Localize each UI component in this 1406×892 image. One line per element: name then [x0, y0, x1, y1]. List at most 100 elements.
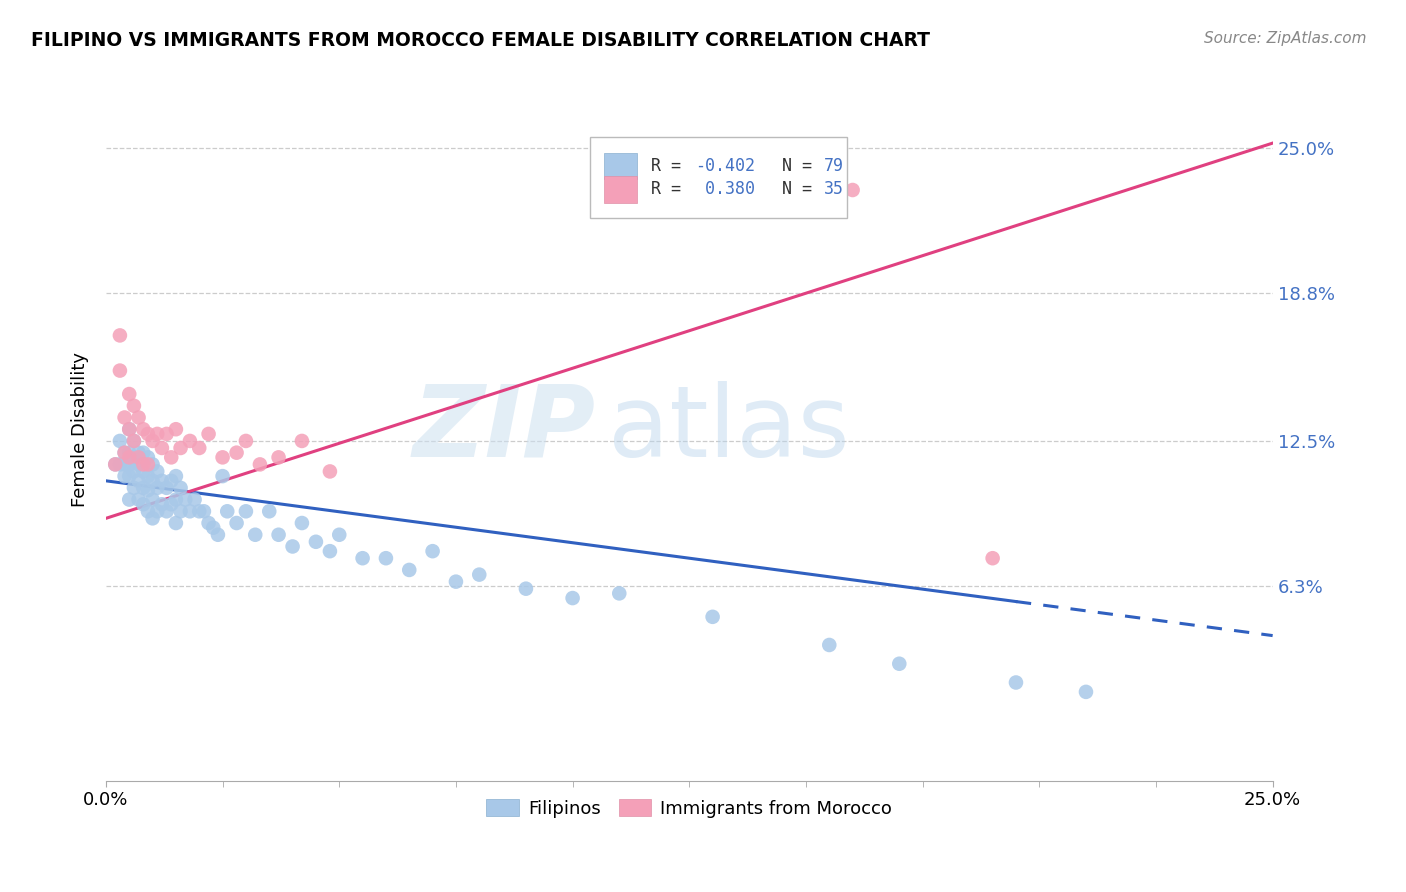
- Point: [136, 483, 159, 498]
- Point: [114, 410, 136, 425]
- Point: [128, 450, 150, 465]
- Point: [981, 551, 1004, 566]
- Point: [155, 504, 177, 518]
- Point: [225, 445, 247, 459]
- Point: [114, 469, 136, 483]
- Point: [132, 445, 155, 459]
- Text: -0.402: -0.402: [695, 157, 755, 175]
- Point: [118, 469, 141, 483]
- Point: [150, 441, 173, 455]
- Point: [183, 492, 205, 507]
- Point: [197, 426, 219, 441]
- Point: [136, 458, 159, 472]
- Text: Source: ZipAtlas.com: Source: ZipAtlas.com: [1204, 31, 1367, 46]
- Point: [291, 516, 314, 530]
- Point: [174, 492, 197, 507]
- Point: [841, 183, 863, 197]
- Point: [118, 492, 141, 507]
- Point: [165, 469, 187, 483]
- Point: [515, 582, 537, 596]
- Point: [193, 504, 215, 518]
- Text: N =: N =: [762, 157, 821, 175]
- Point: [146, 481, 169, 495]
- Point: [136, 426, 159, 441]
- Point: [352, 551, 374, 566]
- Point: [108, 434, 131, 448]
- Text: 79: 79: [824, 157, 844, 175]
- FancyBboxPatch shape: [605, 176, 637, 202]
- Point: [128, 474, 150, 488]
- Point: [468, 567, 491, 582]
- Point: [249, 458, 271, 472]
- Point: [146, 465, 169, 479]
- Point: [142, 458, 165, 472]
- Point: [165, 422, 187, 436]
- Point: [150, 474, 173, 488]
- Legend: Filipinos, Immigrants from Morocco: Filipinos, Immigrants from Morocco: [479, 791, 900, 825]
- Point: [267, 527, 290, 541]
- Point: [114, 445, 136, 459]
- Point: [142, 492, 165, 507]
- Point: [108, 363, 131, 377]
- Point: [207, 527, 229, 541]
- Text: 35: 35: [824, 180, 844, 198]
- Point: [211, 469, 233, 483]
- Text: ZIP: ZIP: [413, 381, 596, 478]
- Point: [291, 434, 314, 448]
- Point: [142, 511, 165, 525]
- Point: [1074, 685, 1097, 699]
- Point: [122, 481, 145, 495]
- Point: [142, 474, 165, 488]
- Point: [104, 458, 127, 472]
- Point: [188, 441, 211, 455]
- Point: [165, 516, 187, 530]
- Point: [128, 458, 150, 472]
- Point: [136, 450, 159, 465]
- Point: [211, 450, 233, 465]
- Point: [122, 450, 145, 465]
- Point: [305, 534, 328, 549]
- Point: [132, 497, 155, 511]
- Point: [217, 504, 239, 518]
- Point: [150, 497, 173, 511]
- Point: [188, 504, 211, 518]
- Point: [122, 434, 145, 448]
- Point: [225, 516, 247, 530]
- Point: [235, 434, 257, 448]
- Text: FILIPINO VS IMMIGRANTS FROM MOROCCO FEMALE DISABILITY CORRELATION CHART: FILIPINO VS IMMIGRANTS FROM MOROCCO FEMA…: [31, 31, 929, 50]
- Point: [561, 591, 583, 605]
- Point: [179, 504, 201, 518]
- Point: [128, 445, 150, 459]
- Point: [1005, 675, 1028, 690]
- Point: [118, 422, 141, 436]
- Point: [267, 450, 290, 465]
- Point: [118, 445, 141, 459]
- Point: [104, 458, 127, 472]
- Point: [818, 638, 841, 652]
- Point: [146, 426, 169, 441]
- Point: [398, 563, 420, 577]
- Point: [118, 422, 141, 436]
- Point: [259, 504, 281, 518]
- Point: [319, 465, 342, 479]
- Point: [136, 504, 159, 518]
- Point: [132, 422, 155, 436]
- Point: [108, 328, 131, 343]
- FancyBboxPatch shape: [591, 137, 846, 219]
- Text: atlas: atlas: [607, 381, 849, 478]
- Point: [146, 504, 169, 518]
- Point: [169, 441, 191, 455]
- Point: [245, 527, 267, 541]
- Point: [422, 544, 444, 558]
- FancyBboxPatch shape: [605, 153, 637, 179]
- Point: [118, 450, 141, 465]
- Y-axis label: Female Disability: Female Disability: [72, 351, 89, 507]
- Text: N =: N =: [762, 180, 821, 198]
- Text: 0.380: 0.380: [695, 180, 755, 198]
- Point: [607, 586, 630, 600]
- Point: [155, 426, 177, 441]
- Point: [122, 399, 145, 413]
- Point: [160, 497, 183, 511]
- Point: [114, 458, 136, 472]
- Point: [155, 481, 177, 495]
